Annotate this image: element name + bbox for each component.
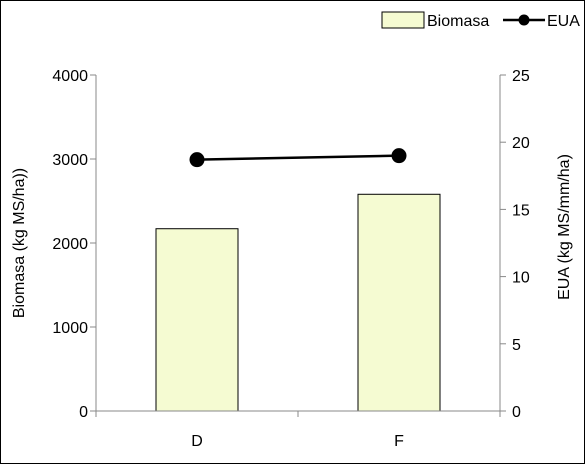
right-tick-label: 25 bbox=[512, 68, 530, 85]
bar-biomasa-f bbox=[357, 193, 441, 412]
left-tick-label: 3000 bbox=[52, 152, 88, 169]
left-tick-label: 2000 bbox=[52, 236, 88, 253]
left-axis-title: Biomasa (kg MS/ha)) bbox=[11, 168, 28, 318]
eua-point-d bbox=[189, 152, 205, 168]
right-tick-label: 15 bbox=[512, 202, 530, 219]
right-tick-label: 0 bbox=[512, 404, 521, 421]
legend-label-eua: EUA bbox=[547, 13, 580, 30]
bar-biomasa-d bbox=[155, 228, 239, 412]
eua-series-line bbox=[196, 154, 400, 161]
eua-point-f bbox=[391, 148, 407, 164]
bars-layer bbox=[155, 193, 441, 412]
legend-swatch-biomasa bbox=[381, 11, 425, 29]
legend: Biomasa EUA bbox=[381, 11, 580, 30]
left-tick-label: 1000 bbox=[52, 320, 88, 337]
right-tick-label: 10 bbox=[512, 270, 530, 287]
legend-marker-eua bbox=[518, 14, 530, 26]
legend-label-biomasa: Biomasa bbox=[427, 13, 489, 30]
right-tick-label: 20 bbox=[512, 135, 530, 152]
right-tick-label: 5 bbox=[512, 337, 521, 354]
ticks-layer: 0 1000 2000 3000 4000 0 5 10 15 20 25 D F bbox=[52, 68, 529, 450]
x-tick-label-f: F bbox=[394, 433, 404, 450]
left-tick-label: 4000 bbox=[52, 68, 88, 85]
x-tick-label-d: D bbox=[191, 433, 203, 450]
left-tick-label: 0 bbox=[79, 404, 88, 421]
eua-line-layer bbox=[189, 148, 407, 168]
right-axis-title: EUA (kg MS/mm/ha) bbox=[556, 154, 573, 300]
